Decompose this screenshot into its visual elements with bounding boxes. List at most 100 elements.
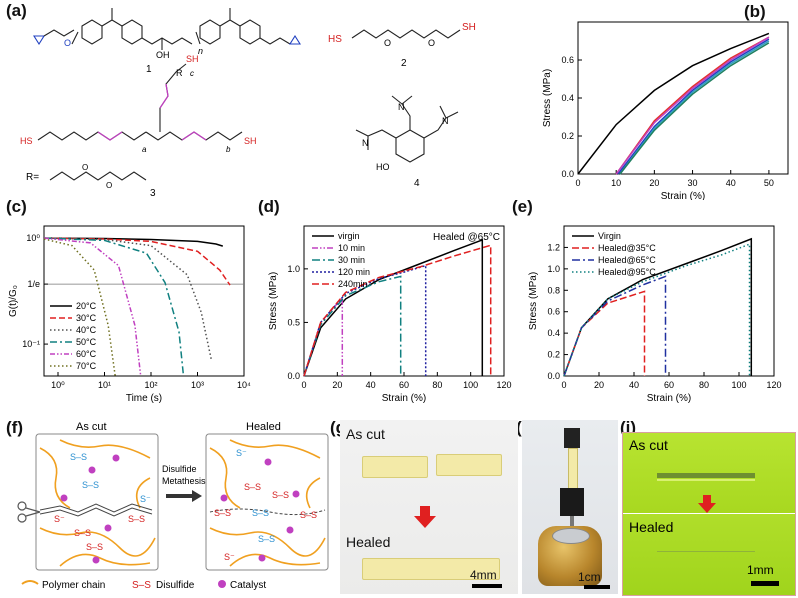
c3-hs-label: HS — [20, 136, 33, 146]
y-tick-label: 1.2 — [547, 242, 560, 252]
s-minus-label: S⁻ — [54, 514, 65, 524]
divider — [623, 513, 795, 514]
photo-i: As cut Healed 1mm — [622, 432, 796, 596]
c3-r-def: R= — [26, 172, 39, 183]
healed-title: Healed — [246, 421, 281, 433]
x-tick-label: 0 — [561, 380, 566, 390]
x-tick-label: 80 — [432, 380, 442, 390]
x-tick-label: 20 — [649, 178, 659, 188]
panel-label-e: (e) — [512, 197, 533, 216]
x-tick-label: 10 — [611, 178, 621, 188]
c3-sh-right: SH — [244, 136, 257, 146]
legend-label: 30°C — [76, 313, 97, 323]
x-tick-label: 0 — [575, 178, 580, 188]
x-tick-label: 40 — [366, 380, 376, 390]
c3-a-label: a — [142, 145, 147, 154]
photo-g-healed: Healed — [346, 534, 391, 550]
series-line — [619, 42, 770, 175]
scale-bar — [472, 584, 502, 588]
c3-r-label: R — [176, 68, 183, 78]
c3-sh-top: SH — [186, 54, 199, 64]
y-tick-label: 1/e — [27, 279, 40, 289]
ss-label: S–S — [258, 534, 275, 544]
y-tick-label: 1.0 — [547, 264, 560, 274]
healed-sample — [568, 448, 578, 490]
x-tick-label: 120 — [496, 380, 511, 390]
photo-g-scale-text: 4mm — [470, 568, 497, 582]
legend-label: 240min — [338, 279, 368, 289]
healed-trace — [657, 551, 755, 552]
scale-bar — [751, 581, 779, 586]
panel-label-f: (f) — [6, 418, 23, 437]
y-axis-label: Stress (MPa) — [528, 272, 539, 330]
plot-frame — [303, 225, 505, 377]
legend-label: 50°C — [76, 337, 97, 347]
y-tick-label: 0.0 — [287, 371, 300, 381]
x-axis-label: Time (s) — [126, 393, 162, 404]
ss-label: S–S — [82, 480, 99, 490]
panel-label-b: (b) — [744, 2, 766, 21]
compound-2-structure — [351, 29, 461, 39]
c2-sh-label: SH — [462, 22, 476, 33]
panel-label-a: (a) — [6, 1, 27, 20]
photo-h-scale-text: 1cm — [578, 570, 601, 584]
c3-c-label: c — [190, 69, 194, 78]
y-axis-label: Stress (MPa) — [268, 272, 279, 330]
scissors-icon — [17, 501, 41, 523]
chart-e: 0 20 40 60 80 100 120 0.0 0.2 0.4 0.6 0.8 1.0 1.2 Stra… — [528, 225, 782, 404]
x-tick-label: 80 — [699, 380, 709, 390]
c4-ho-label: HO — [376, 162, 390, 172]
legend-label: 70°C — [76, 361, 97, 371]
arrow-down-head — [698, 503, 716, 513]
c4-n-3: N — [362, 138, 369, 148]
x-tick-label: 100 — [731, 380, 746, 390]
svg-text:O: O — [106, 181, 112, 190]
photo-g-as-cut: As cut — [346, 426, 385, 442]
x-axis-label: Strain (%) — [661, 191, 705, 200]
x-tick-label: 10⁰ — [51, 380, 65, 390]
series-line — [615, 36, 770, 175]
series-line — [43, 237, 231, 286]
legend-label: Healed@95°C — [598, 267, 656, 277]
legend-label: virgin — [338, 231, 360, 241]
x-tick-label: 120 — [766, 380, 781, 390]
hook — [570, 516, 574, 528]
y-tick-label: 0.8 — [547, 285, 560, 295]
legend-label: 120 min — [338, 267, 370, 277]
sample-healed — [362, 558, 500, 580]
x-tick-label: 10¹ — [98, 380, 111, 390]
legend-polymer-swatch — [21, 580, 39, 585]
x-tick-label: 20 — [594, 380, 604, 390]
svg-text:O: O — [428, 38, 435, 48]
legend-catalyst: Catalyst — [230, 580, 266, 591]
photo-i-scale-text: 1mm — [747, 563, 774, 577]
photo-h: 1cm — [522, 420, 618, 594]
arrow-down-icon — [703, 495, 711, 503]
x-tick-label: 20 — [332, 380, 342, 390]
ss-label: S–S — [70, 452, 87, 462]
chart-d: 0 20 40 60 80 100 120 0.0 0.5 1.0 Strain (%) Stress… — [268, 225, 512, 404]
arrow-down-head — [414, 516, 436, 528]
y-axis-label: G(t)/G₀ — [8, 285, 19, 317]
x-tick-label: 50 — [764, 178, 774, 188]
legend-catalyst-swatch — [218, 580, 226, 588]
legend-label: Virgin — [598, 231, 621, 241]
ss-label: S–S — [300, 510, 317, 520]
healed-box — [205, 433, 329, 571]
x-tick-label: 40 — [726, 178, 736, 188]
y-tick-label: 0.2 — [547, 350, 560, 360]
c3-b-label: b — [226, 145, 231, 154]
clamp-bottom — [560, 488, 584, 516]
x-tick-label: 0 — [301, 380, 306, 390]
compound-1-structure — [33, 8, 301, 50]
y-tick-label: 0.6 — [561, 55, 574, 65]
ss-label: S–S — [214, 508, 231, 518]
photo-i-as-cut: As cut — [629, 437, 668, 453]
series-line — [303, 244, 492, 377]
sample-piece-left — [362, 456, 428, 478]
chart-annotation: Healed @65°C — [433, 232, 500, 243]
y-tick-label: 0.4 — [547, 328, 560, 338]
compound-4-number: 4 — [414, 178, 420, 189]
c1-n-label: n — [198, 46, 203, 56]
compound-2-number: 2 — [401, 58, 407, 69]
